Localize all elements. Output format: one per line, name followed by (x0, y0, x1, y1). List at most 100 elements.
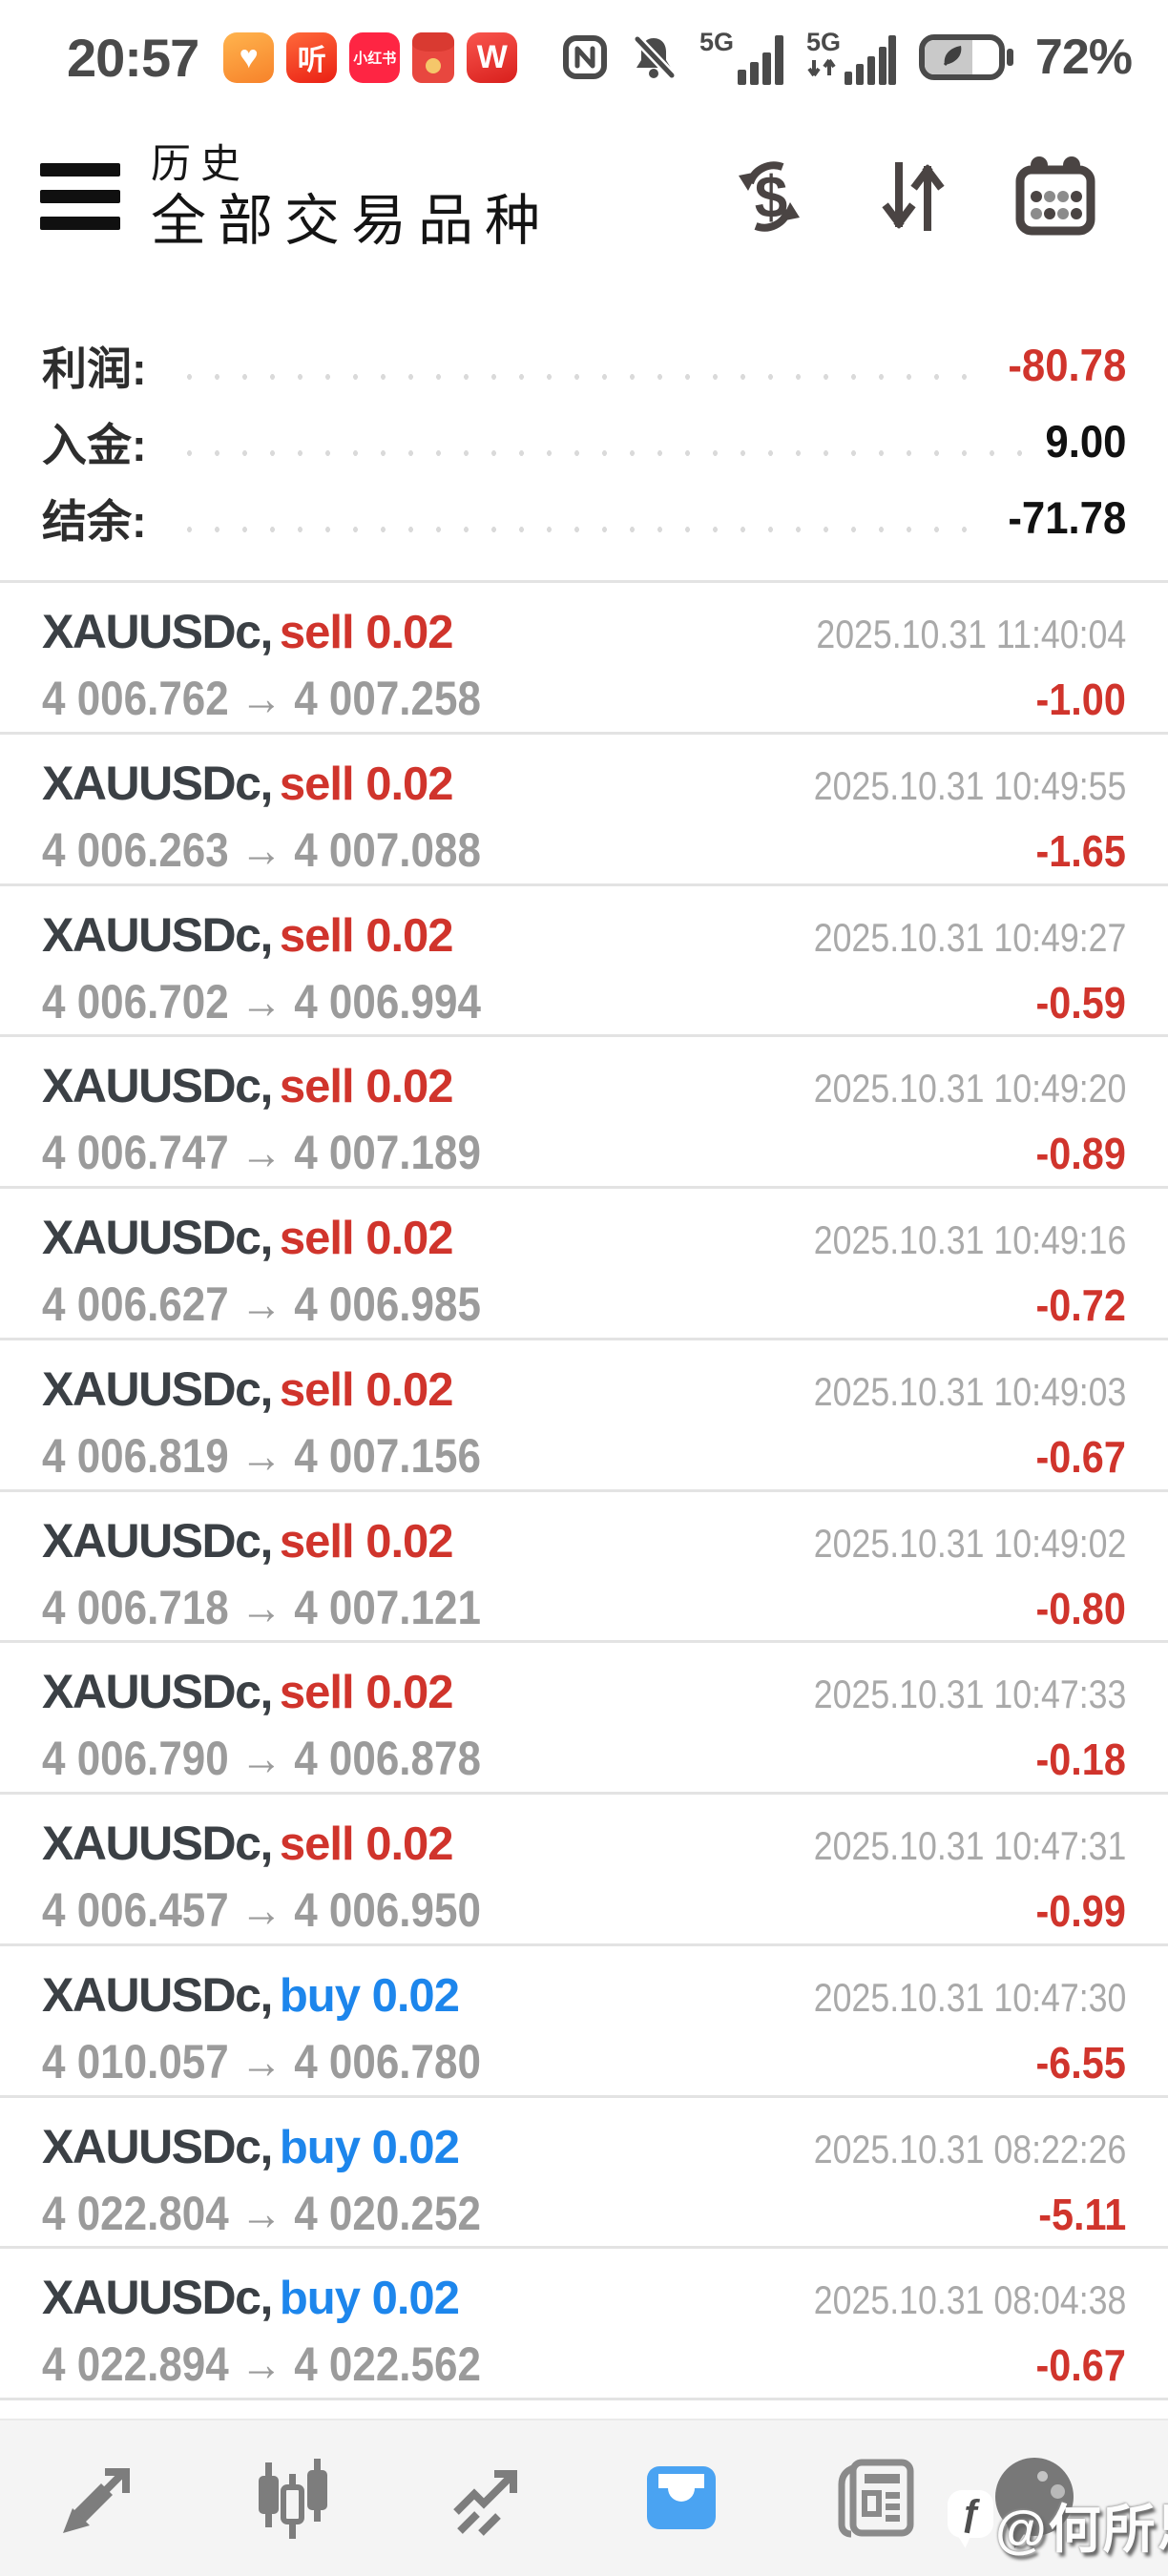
trade-profit: -0.59 (1035, 977, 1126, 1028)
trade-close-time: 2025.10.31 11:40:04 (816, 612, 1126, 656)
summary-value: -80.78 (1008, 339, 1126, 390)
dotted-leader (175, 447, 1022, 459)
trade-symbol: XAUUSDc, (42, 1211, 273, 1264)
trade-close-time: 2025.10.31 10:49:55 (813, 762, 1126, 808)
history-icon-active (647, 2465, 716, 2529)
trade-side-volume: sell 0.02 (279, 909, 454, 962)
summary-row: 结余: -71.78 (42, 479, 1126, 555)
trade-profit: -6.55 (1035, 2037, 1126, 2088)
trade-open-close-prices: 4 010.057 → 4 006.780 (42, 2034, 481, 2088)
tab-quotes[interactable] (52, 2453, 143, 2545)
status-indicators: 5G 5G 72% (562, 28, 1133, 87)
trade-close-time: 2025.10.31 10:47:30 (813, 1974, 1126, 2020)
trade-row[interactable]: XAUUSDc, sell 0.02 2025.10.31 10:47:33 4 … (0, 1643, 1168, 1795)
trade-profit: -0.72 (1035, 1280, 1126, 1330)
trade-symbol: XAUUSDc, (42, 2119, 273, 2173)
symbol-filter-label[interactable]: 全部交易品种 (151, 190, 553, 252)
calendar-icon[interactable] (1015, 155, 1095, 239)
trade-profit: -5.11 (1037, 2189, 1126, 2239)
trade-symbol: XAUUSDc, (42, 2271, 273, 2325)
account-summary: 利润: -80.78 入金: 9.00 结余: -71.78 (0, 294, 1168, 580)
summary-value: -71.78 (1008, 491, 1126, 543)
bottom-nav (0, 2419, 1168, 2576)
nfc-icon (562, 35, 607, 79)
trade-row[interactable]: XAUUSDc, buy 0.02 2025.10.31 08:22:26 4 0… (0, 2097, 1168, 2250)
trade-row[interactable]: XAUUSDc, sell 0.02 2025.10.31 10:49:20 4 … (0, 1037, 1168, 1189)
trade-symbol: XAUUSDc, (42, 1665, 273, 1719)
trade-row[interactable]: XAUUSDc, buy 0.02 2025.10.31 08:04:38 4 0… (0, 2249, 1168, 2400)
trade-profit: -0.67 (1035, 1431, 1126, 1482)
trade-open-close-prices: 4 006.819 → 4 007.156 (42, 1428, 481, 1483)
sort-icon[interactable] (882, 155, 945, 239)
dotted-leader (175, 524, 982, 535)
heart-app-icon: ♥ (223, 31, 275, 83)
trade-open-close-prices: 4 006.263 → 4 007.088 (42, 822, 481, 877)
trade-open-close-prices: 4 006.747 → 4 007.189 (42, 1126, 481, 1180)
trade-side-volume: sell 0.02 (279, 1363, 454, 1416)
trade-profit: -0.99 (1035, 1886, 1126, 1936)
dotted-leader (175, 371, 982, 383)
svg-text:5G: 5G (806, 28, 841, 56)
trade-side-volume: buy 0.02 (279, 2121, 460, 2173)
xiaohongshu-app-icon: 小红书 (349, 31, 401, 83)
trade-profit: -0.89 (1035, 1129, 1126, 1179)
trade-close-time: 2025.10.31 10:49:02 (813, 1520, 1126, 1566)
trade-row[interactable]: XAUUSDc, sell 0.02 2025.10.31 10:49:03 4 … (0, 1340, 1168, 1492)
trade-symbol: XAUUSDc, (42, 1361, 273, 1416)
trade-close-time: 2025.10.31 10:49:03 (813, 1368, 1126, 1414)
currency-exchange-icon[interactable]: $ (727, 155, 811, 239)
trade-profit: -1.65 (1035, 825, 1126, 876)
menu-icon[interactable] (40, 163, 120, 230)
trade-side-volume: sell 0.02 (279, 1515, 454, 1568)
trade-row[interactable]: XAUUSDc, buy 0.02 2025.10.31 10:47:30 4 0… (0, 1945, 1168, 2098)
trade-profit: -1.00 (1035, 675, 1126, 724)
trade-profit: -0.67 (1035, 2340, 1126, 2391)
trade-row[interactable]: XAUUSDc, sell 0.02 2025.10.31 10:47:31 4 … (0, 1795, 1168, 1946)
trade-icon (453, 2469, 517, 2536)
trade-symbol: XAUUSDc, (42, 1817, 273, 1870)
history-list: XAUUSDc, sell 0.02 2025.10.31 11:40:04 4 … (0, 580, 1168, 2400)
trade-open-close-prices: 4 006.627 → 4 006.985 (42, 1278, 481, 1331)
trade-close-time: 2025.10.31 10:49:27 (813, 914, 1126, 960)
signal-5g-icon-2: 5G (806, 28, 896, 85)
news-icon (838, 2459, 914, 2537)
trade-symbol: XAUUSDc, (42, 907, 273, 962)
summary-row: 入金: 9.00 (42, 403, 1126, 479)
trade-symbol: XAUUSDc, (42, 756, 273, 810)
trade-row[interactable]: XAUUSDc, sell 0.02 2025.10.31 10:49:27 4 … (0, 885, 1168, 1038)
summary-label: 利润: (42, 343, 147, 394)
trade-close-time: 2025.10.31 10:47:33 (813, 1672, 1126, 1717)
trade-row[interactable]: XAUUSDc, sell 0.02 2025.10.31 11:40:04 4 … (0, 583, 1168, 735)
trade-side-volume: buy 0.02 (279, 1969, 460, 2022)
trade-side-volume: sell 0.02 (279, 1818, 454, 1870)
summary-label: 入金: (42, 419, 147, 470)
w-app-icon: W (467, 31, 518, 83)
trade-open-close-prices: 4 022.894 → 4 022.562 (42, 2337, 481, 2392)
status-bar: 20:57 ♥ 听 小红书 W 5G 5G (0, 0, 1168, 99)
battery-saver-icon (918, 34, 1013, 80)
charts-icon (259, 2458, 327, 2539)
trade-symbol: XAUUSDc, (42, 1967, 273, 2022)
trade-row[interactable]: XAUUSDc, sell 0.02 2025.10.31 10:49:02 4 … (0, 1491, 1168, 1644)
header-actions: $ (727, 155, 1130, 239)
tab-charts[interactable] (246, 2453, 338, 2545)
trade-row[interactable]: XAUUSDc, sell 0.02 2025.10.31 10:49:16 4 … (0, 1189, 1168, 1340)
quotes-icon (63, 2467, 130, 2533)
clock: 20:57 (67, 27, 199, 88)
trade-close-time: 2025.10.31 08:04:38 (813, 2277, 1126, 2323)
trade-open-close-prices: 4 006.702 → 4 006.994 (42, 974, 481, 1028)
trade-side-volume: sell 0.02 (279, 607, 454, 658)
app-header: 历史 全部交易品种 $ (0, 99, 1168, 294)
trade-open-close-prices: 4 022.804 → 4 020.252 (42, 2186, 481, 2240)
svg-text:5G: 5G (699, 28, 734, 56)
page-title: 历史 (151, 141, 251, 186)
trade-row[interactable]: XAUUSDc, sell 0.02 2025.10.31 10:49:55 4 … (0, 734, 1168, 886)
tab-news[interactable] (830, 2453, 922, 2545)
notification-app-icons: ♥ 听 小红书 W (223, 31, 518, 83)
trade-open-close-prices: 4 006.790 → 4 006.878 (42, 1732, 481, 1786)
trade-side-volume: sell 0.02 (279, 1667, 454, 1719)
trade-open-close-prices: 4 006.457 → 4 006.950 (42, 1883, 481, 1937)
tab-trade[interactable] (441, 2453, 532, 2545)
tab-history[interactable] (636, 2453, 727, 2545)
